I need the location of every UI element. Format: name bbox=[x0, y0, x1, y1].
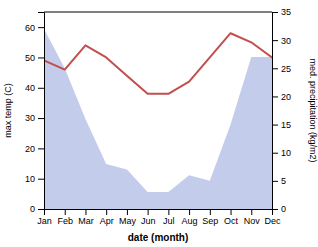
marks bbox=[44, 29, 272, 209]
y-axis: 0 10 20 30 40 50 60 bbox=[25, 13, 45, 215]
tick-label: 35 bbox=[281, 7, 291, 17]
axis-line bbox=[45, 210, 273, 216]
tick-mark bbox=[272, 125, 278, 126]
tick-mark bbox=[272, 96, 278, 97]
tick: Nov bbox=[244, 209, 261, 226]
tick: Dec bbox=[264, 209, 281, 226]
tick-label: 0 bbox=[30, 204, 35, 214]
tick: 0 bbox=[272, 204, 286, 214]
tick-label: 50 bbox=[25, 53, 35, 63]
tick: 10 bbox=[272, 148, 291, 158]
tick-mark bbox=[210, 209, 211, 215]
tick-label: Nov bbox=[244, 216, 261, 226]
tick-label: 20 bbox=[25, 144, 35, 154]
tick-mark bbox=[85, 209, 86, 215]
tick-mark bbox=[127, 209, 128, 215]
tick-label: 0 bbox=[281, 204, 286, 214]
tick: Sep bbox=[202, 209, 218, 226]
tick-label: 20 bbox=[281, 92, 291, 102]
tick-label: 30 bbox=[281, 36, 291, 46]
area bbox=[44, 29, 272, 209]
tick-label: Aug bbox=[182, 216, 198, 226]
tick: 30 bbox=[25, 113, 44, 123]
tick-label: Sep bbox=[202, 216, 218, 226]
tick-mark bbox=[65, 209, 66, 215]
tick-mark bbox=[38, 57, 44, 58]
tick: 20 bbox=[272, 92, 291, 102]
tick: 30 bbox=[272, 36, 291, 46]
tick-mark bbox=[272, 68, 278, 69]
tick: Oct bbox=[224, 209, 239, 226]
tick: 40 bbox=[25, 83, 44, 93]
tick-mark bbox=[189, 209, 190, 215]
tick: Feb bbox=[57, 209, 73, 226]
tick-mark bbox=[251, 209, 252, 215]
tick-mark bbox=[38, 27, 44, 28]
chart: JanFebMarAprMayJunJulAugSepOctNovDec0102… bbox=[0, 0, 318, 247]
tick-mark bbox=[272, 209, 278, 210]
tick: Mar bbox=[78, 209, 94, 226]
tick: 25 bbox=[272, 64, 291, 74]
tick-mark bbox=[272, 181, 278, 182]
tick-label: 30 bbox=[25, 113, 35, 123]
line bbox=[44, 33, 272, 94]
y2-axis-title: med. precipitation (kg/m2) bbox=[308, 58, 318, 162]
tick: 50 bbox=[25, 53, 44, 63]
tick-label: May bbox=[119, 216, 137, 226]
plot: JanFebMarAprMayJunJulAugSepOctNovDec0102… bbox=[25, 7, 291, 226]
tick-label: 25 bbox=[281, 64, 291, 74]
tick-label: 10 bbox=[25, 174, 35, 184]
frame-line bbox=[44, 12, 272, 13]
y2-axis: 0 5 10 15 20 25 30 35 bbox=[272, 7, 291, 214]
tick: 5 bbox=[272, 176, 286, 186]
tick-mark bbox=[272, 153, 278, 154]
tick-mark bbox=[38, 118, 44, 119]
y-axis-title: max temp (C) bbox=[3, 83, 13, 138]
tick: Jun bbox=[141, 209, 156, 226]
tick: 20 bbox=[25, 144, 44, 154]
tick-label: 15 bbox=[281, 120, 291, 130]
tick-mark bbox=[38, 209, 44, 210]
tick-label: Mar bbox=[78, 216, 94, 226]
tick: 35 bbox=[272, 7, 291, 17]
axis-line bbox=[273, 13, 279, 210]
x-axis: Jan Feb Mar Apr May Jun Jul Aug Sep Oct NovDec bbox=[37, 209, 281, 226]
tick-mark bbox=[272, 12, 278, 13]
tick-label: Feb bbox=[57, 216, 73, 226]
tick-mark bbox=[168, 209, 169, 215]
tick-mark bbox=[38, 148, 44, 149]
tick-label: 60 bbox=[25, 23, 35, 33]
tick-label: 5 bbox=[281, 176, 286, 186]
tick-label: Apr bbox=[100, 216, 114, 226]
tick-mark bbox=[106, 209, 107, 215]
tick-mark bbox=[38, 179, 44, 180]
tick-label: Jan bbox=[37, 216, 52, 226]
tick: Jan bbox=[37, 209, 52, 226]
tick: 60 bbox=[25, 23, 44, 33]
tick: 0 bbox=[30, 204, 44, 214]
tick-mark bbox=[272, 40, 278, 41]
tick: 15 bbox=[272, 120, 291, 130]
x-axis-title: date (month) bbox=[128, 232, 189, 243]
tick: 10 bbox=[25, 174, 44, 184]
tick-mark bbox=[231, 209, 232, 215]
tick: Jul bbox=[163, 209, 175, 226]
tick-label: Oct bbox=[224, 216, 239, 226]
tick-label: 10 bbox=[281, 148, 291, 158]
tick-label: Dec bbox=[264, 216, 281, 226]
tick: Aug bbox=[182, 209, 198, 226]
axis-line bbox=[38, 13, 45, 210]
tick-label: Jul bbox=[163, 216, 175, 226]
tick-label: Jun bbox=[141, 216, 156, 226]
tick-mark bbox=[38, 88, 44, 89]
tick: May bbox=[119, 209, 137, 226]
tick-label: 40 bbox=[25, 83, 35, 93]
tick: Apr bbox=[100, 209, 114, 226]
tick-mark bbox=[148, 209, 149, 215]
